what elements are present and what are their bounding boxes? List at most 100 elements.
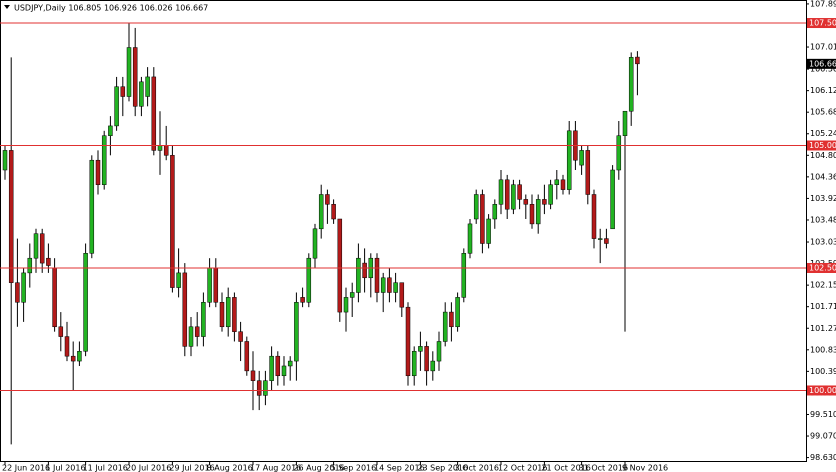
candle-body: [46, 257, 51, 266]
candle-body: [616, 135, 622, 171]
candle-body: [424, 346, 429, 372]
x-tick-label: 14 Sep 2016: [374, 464, 425, 472]
candle-body: [89, 159, 95, 254]
candle-body: [312, 228, 318, 259]
candle-body: [529, 204, 535, 225]
candle-body: [21, 272, 26, 303]
candle-body: [566, 130, 572, 190]
candle-body: [504, 179, 510, 210]
candle-body: [145, 76, 150, 97]
candle-body: [467, 223, 473, 254]
candle-body: [331, 204, 336, 220]
candle-body: [15, 282, 20, 303]
candle-body: [356, 257, 361, 293]
candle-body: [560, 179, 566, 190]
candle-body: [374, 257, 380, 293]
candle-body: [449, 311, 454, 328]
level-label: 102.500: [809, 263, 836, 272]
candle-body: [517, 184, 522, 200]
candle-body: [77, 351, 82, 362]
candle-body: [151, 76, 157, 151]
y-tick-label: 106.120: [810, 86, 836, 95]
candle-body: [597, 238, 603, 240]
candle-body: [306, 257, 312, 303]
candle-body: [591, 194, 597, 239]
candle-body: [622, 110, 628, 136]
candle-body: [337, 218, 343, 313]
y-tick-label: 107.890: [810, 0, 836, 8]
candle-body: [170, 155, 175, 288]
level-label: 105.000: [809, 141, 836, 150]
x-tick-label: 8 Aug 2016: [207, 464, 253, 472]
x-tick-label: 12 Oct 2016: [498, 464, 547, 472]
candle-body: [362, 262, 367, 279]
candle-body: [511, 184, 516, 210]
x-tick-label: 29 Jul 2016: [169, 464, 214, 472]
candle-body: [585, 150, 591, 195]
x-tick-label: 1 Jul 2016: [45, 464, 85, 472]
y-tick-label: 104.800: [810, 151, 836, 160]
candle-body: [523, 199, 529, 205]
candle-body: [139, 81, 144, 107]
candle-body: [436, 341, 442, 362]
candle-body: [2, 150, 8, 171]
x-tick-label: 26 Aug 2016: [293, 464, 344, 472]
candle-body: [269, 355, 274, 381]
candle-body: [281, 365, 287, 377]
candle-body: [579, 150, 584, 166]
candle-body: [219, 302, 225, 328]
y-tick-label: 105.240: [810, 129, 836, 138]
candle-body: [225, 297, 231, 328]
candle-body: [108, 125, 113, 136]
level-label-bg: [807, 385, 836, 396]
candle-body: [430, 360, 436, 372]
y-tick-label: 105.680: [810, 108, 836, 117]
candle-body: [64, 336, 70, 357]
candle-body: [604, 238, 609, 244]
candle-body: [318, 194, 324, 230]
y-tick-label: 99.510: [810, 410, 836, 419]
y-tick-label: 104.360: [810, 172, 836, 181]
candle-body: [27, 257, 33, 274]
level-label-bg: [807, 140, 836, 151]
candle-body: [486, 218, 491, 244]
y-tick-label: 106.560: [810, 65, 836, 74]
candle-body: [250, 370, 256, 381]
candle-body: [473, 194, 479, 220]
candle-body: [83, 253, 88, 352]
candle-body: [157, 145, 163, 151]
candle-body: [263, 380, 268, 396]
y-tick-label: 103.030: [810, 238, 836, 247]
candle-body: [411, 351, 417, 377]
candle-body: [387, 277, 392, 293]
y-tick-label: 103.920: [810, 194, 836, 203]
candle-body: [300, 297, 305, 303]
y-tick-label: 98.630: [810, 453, 836, 462]
candle-body: [610, 169, 615, 230]
candle-body: [349, 292, 355, 298]
x-tick-label: 5 Sep 2016: [331, 464, 377, 472]
candle-body: [461, 253, 467, 298]
candle-body: [492, 204, 498, 220]
x-tick-label: 11 Jul 2016: [83, 464, 128, 472]
candle-body: [163, 145, 169, 156]
level-label: 107.500: [809, 19, 836, 28]
candle-body: [132, 47, 138, 107]
candle-body: [275, 355, 281, 377]
candle-body: [244, 341, 250, 372]
menu-icon: [4, 5, 10, 9]
candle-body: [232, 297, 237, 332]
candle-body: [455, 297, 460, 328]
level-label-bg: [807, 18, 836, 29]
candle-body: [70, 355, 76, 362]
candle-body: [114, 86, 119, 127]
candle-body: [188, 326, 194, 347]
price-label-bg: [807, 58, 836, 69]
candle-body: [256, 380, 262, 396]
candle-body: [52, 267, 57, 328]
x-tick-label: 23 Sep 2016: [417, 464, 468, 472]
level-label: 100.000: [809, 386, 836, 395]
y-tick-label: 99.070: [810, 432, 836, 441]
chart-title: USDJPY,Daily 106.805 106.926 106.026 106…: [14, 4, 208, 13]
